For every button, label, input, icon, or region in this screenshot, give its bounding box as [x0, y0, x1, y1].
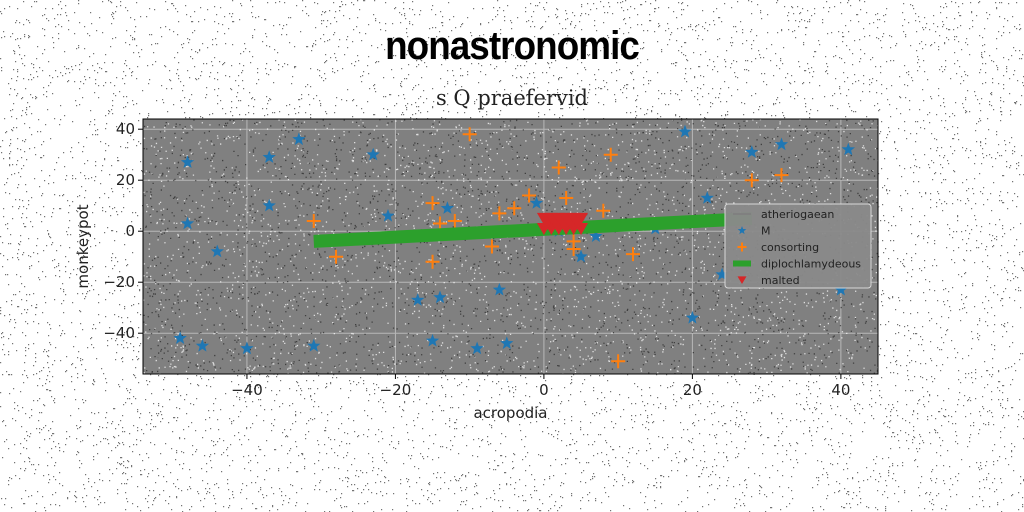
- data-point: [425, 333, 440, 347]
- data-point: [307, 338, 321, 352]
- data-point: [700, 191, 714, 204]
- data-point: [589, 229, 603, 242]
- data-point: [306, 214, 321, 228]
- data-point: [462, 127, 477, 142]
- data-point: [262, 198, 276, 212]
- data-point: [411, 293, 425, 306]
- y-tick-label: −40: [103, 324, 135, 342]
- data-point: [626, 247, 640, 262]
- data-point: [536, 223, 551, 235]
- data-point: [841, 142, 855, 156]
- data-point: [440, 201, 455, 214]
- data-point: [522, 188, 537, 203]
- data-point: [559, 191, 574, 206]
- series-malted: [536, 212, 589, 235]
- legend-label: malted: [761, 274, 800, 287]
- data-point: [774, 168, 789, 183]
- data-point: [262, 150, 276, 163]
- y-tick-label: −20: [103, 273, 135, 291]
- data-point: [603, 147, 618, 162]
- chart-title: nonastronomic: [385, 24, 640, 68]
- data-point: [433, 290, 447, 304]
- data-point: [195, 338, 210, 352]
- data-point: [292, 132, 306, 146]
- data-point: [180, 216, 195, 230]
- data-point: [447, 214, 462, 228]
- data-point: [678, 124, 692, 138]
- legend-label: diplochlamydeous: [761, 258, 861, 271]
- series-line: [313, 211, 753, 248]
- data-point: [173, 331, 187, 344]
- x-tick-label: 20: [683, 381, 702, 399]
- y-axis-label: monkeypot: [74, 204, 92, 288]
- data-point: [240, 341, 254, 355]
- data-point: [366, 147, 380, 161]
- y-tick-label: 0: [125, 222, 135, 240]
- legend-label: M: [761, 225, 771, 238]
- series-consorting: [306, 127, 789, 369]
- data-point: [425, 254, 440, 269]
- data-point: [432, 216, 447, 231]
- data-point: [566, 242, 581, 257]
- x-axis-label: acropodia: [473, 404, 547, 422]
- legend-label: consorting: [761, 241, 819, 254]
- x-tick-label: −40: [231, 381, 263, 399]
- x-tick-label: 40: [831, 381, 850, 399]
- data-point: [745, 145, 759, 158]
- data-point: [425, 196, 440, 211]
- data-point: [834, 282, 848, 296]
- data-point: [596, 203, 611, 218]
- data-point: [551, 160, 566, 175]
- data-point: [484, 239, 499, 254]
- data-point: [470, 341, 484, 355]
- series-diplochlamydeous: [313, 211, 753, 248]
- data-point: [774, 137, 789, 151]
- data-point: [574, 249, 588, 263]
- data-point: [180, 155, 195, 168]
- legend-swatch: [737, 226, 747, 235]
- data-point: [685, 310, 700, 324]
- data-point: [492, 282, 506, 296]
- legend-swatch: [737, 276, 747, 285]
- data-marks: [173, 124, 855, 369]
- data-point: [744, 173, 759, 188]
- plot-noise-dark: [143, 119, 880, 376]
- series-M: [173, 124, 855, 355]
- x-tick-label: 0: [539, 381, 549, 399]
- data-point: [574, 223, 589, 235]
- data-point: [507, 201, 522, 216]
- data-point: [500, 336, 514, 350]
- data-point: [492, 206, 507, 221]
- legend-swatch: [737, 242, 747, 252]
- data-point: [529, 196, 544, 209]
- data-point: [210, 244, 224, 258]
- chart-subtitle: s Q praefervid: [435, 86, 589, 110]
- data-point: [715, 267, 729, 281]
- data-point: [611, 354, 626, 369]
- legend-box: [724, 203, 872, 289]
- axis-ticks: −40 −20 0 20 40 −40 −20 0 20 40: [103, 120, 850, 399]
- y-tick-label: 20: [116, 171, 135, 189]
- data-point: [381, 208, 395, 222]
- data-point: [329, 249, 344, 264]
- plot-noise: [143, 119, 880, 376]
- plot-frame: [142, 118, 879, 375]
- legend-label: atheriogaean: [761, 208, 834, 221]
- y-tick-label: 40: [116, 120, 135, 138]
- x-tick-label: −20: [380, 381, 412, 399]
